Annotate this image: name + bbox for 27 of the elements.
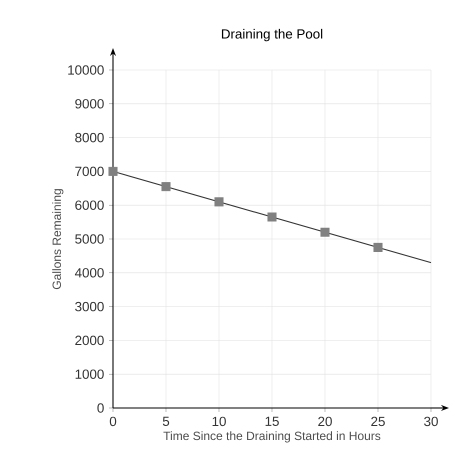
y-tick-label: 7000 — [75, 166, 104, 176]
y-tick-label: 6000 — [75, 200, 104, 210]
point — [267, 212, 277, 222]
y-tick-label: 3000 — [75, 302, 104, 312]
y-tick-label: 4000 — [74, 268, 104, 278]
y-tick-label: 5000 — [75, 234, 104, 244]
x-tick-label: 5 — [162, 416, 170, 426]
y-tick-label: 2000 — [75, 336, 104, 346]
y-tick-label: 1000 — [76, 369, 104, 379]
point — [373, 242, 383, 252]
y-tick-label: 0 — [97, 403, 104, 413]
point — [214, 197, 224, 206]
y-tick-label: 8000 — [75, 132, 104, 142]
point — [161, 182, 171, 192]
y-axis-title: Gallons Remaining — [52, 189, 64, 290]
x-tick-label: 10 — [212, 416, 226, 426]
x-tick-label: 0 — [110, 416, 116, 426]
x-tick-label: 20 — [318, 416, 332, 426]
y-tick-label: 10000 — [68, 65, 104, 75]
point — [108, 166, 118, 176]
y-tick-label: 9000 — [75, 99, 104, 109]
x-tick-label: 30 — [424, 416, 438, 426]
point — [320, 228, 330, 237]
x-axis-title: Time Since the Draining Started in Hours — [163, 431, 380, 442]
x-tick-label: 15 — [266, 416, 279, 426]
chart-title: Draining the Pool — [222, 28, 322, 42]
x-tick-label: 25 — [371, 416, 385, 426]
